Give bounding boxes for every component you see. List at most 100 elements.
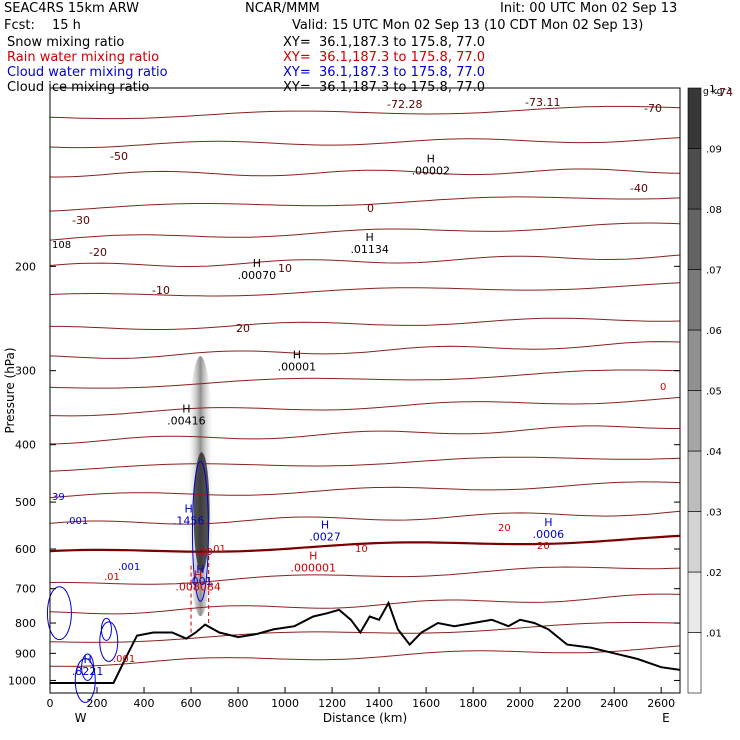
maximum-value: .0006 — [533, 528, 565, 541]
temperature-contour-label: -20 — [89, 246, 107, 259]
colorbar-tick-label: .03 — [706, 508, 722, 519]
misc-contour-label: 20 — [200, 547, 213, 558]
field-xy-cloud-water: XY= 36.1,187.3 to 175.8, 77.0 — [283, 65, 486, 80]
fcst-value: 15 h — [52, 18, 81, 33]
cloud-water-contour — [81, 653, 95, 681]
maximum-marker: H — [196, 563, 204, 576]
terrain-line — [50, 600, 681, 684]
colorbar-tick-label: .08 — [706, 205, 722, 216]
x-tick-label: 2400 — [600, 697, 628, 710]
maximum-marker: H — [321, 518, 329, 531]
isotherm — [49, 341, 681, 359]
misc-contour-label: 20 — [537, 541, 550, 552]
temperature-contour-label: 0 — [367, 202, 374, 215]
x-tick-label: 1600 — [412, 697, 440, 710]
isotherm — [49, 566, 681, 585]
isotherm — [49, 396, 681, 417]
colorbar-segment — [687, 329, 702, 391]
colorbar-tick-label: .06 — [706, 326, 722, 337]
isotherm — [49, 196, 681, 212]
temperature-contour-label: -30 — [72, 214, 90, 227]
isotherm — [49, 622, 681, 643]
snow-plume-core — [193, 452, 210, 573]
y-tick-label: 400 — [15, 439, 36, 452]
misc-contour-label: 10 — [355, 544, 368, 555]
maximum-value: .1456 — [173, 514, 205, 527]
misc-contour-label: .01 — [210, 544, 226, 555]
maximum-marker: H — [293, 349, 301, 362]
isotherm — [49, 282, 681, 297]
misc-contour-label: 39 — [52, 492, 65, 503]
maximum-marker: H — [185, 502, 193, 515]
x-tick-label: 1000 — [271, 697, 299, 710]
plot-frame — [49, 87, 681, 694]
x-axis: 0 200 400 600 800 1000 1200 1400 1600 1800 2000 220… — [47, 687, 675, 725]
temperature-contour-label: -70 — [644, 102, 662, 115]
temperature-contour-label: 10 — [278, 262, 292, 275]
field-name-cloud-water: Cloud water mixing ratio — [7, 65, 168, 80]
maximum-marker: H — [83, 653, 91, 666]
terrain-profile — [46, 460, 681, 703]
isotherm — [49, 137, 681, 149]
misc-contour-label: .001 — [118, 562, 140, 573]
contour-labels: -74 -72.28 -73.11 -70 -50 -40 -30 -20 -10 0 10 20 10… — [52, 86, 733, 678]
y-axis-label: Pressure (hPa) — [3, 347, 17, 433]
y-tick-label: 300 — [15, 365, 36, 378]
x-tick-label: 200 — [87, 697, 108, 710]
x-tick-label: 2600 — [647, 697, 675, 710]
maximum-value: .001 — [188, 575, 213, 588]
colorbar-segment — [687, 208, 702, 270]
colorbar-tick-label: .01 — [706, 629, 722, 640]
isotherm — [49, 593, 681, 615]
temperature-contour-label: 20 — [236, 322, 250, 335]
isotherm — [50, 168, 681, 178]
colorbar-tick-label: .1 — [706, 84, 716, 95]
maximum-marker: H — [194, 569, 202, 582]
temperature-contour-label: -10 — [152, 284, 170, 297]
isotherm — [49, 369, 681, 389]
temperature-contour-label: -40 — [630, 182, 648, 195]
valid-time: Valid: 15 UTC Mon 02 Sep 13 (10 CDT Mon … — [292, 18, 644, 33]
x-tick-label: 800 — [228, 697, 249, 710]
center-title: NCAR/MMM — [245, 1, 320, 16]
fcst-label: Fcst: — [4, 18, 35, 33]
maximum-marker: H — [253, 257, 261, 270]
field-name-rain: Rain water mixing ratio — [7, 50, 160, 65]
y-tick-label: 800 — [15, 617, 36, 630]
colorbar-segment — [687, 450, 702, 512]
temperature-contour-label: -73.11 — [525, 96, 560, 109]
colorbar-segment — [687, 571, 702, 633]
maximum-marker: H — [309, 550, 317, 563]
isotherm — [49, 456, 681, 472]
y-tick-label: 900 — [15, 647, 36, 660]
maximum-value: .0027 — [309, 530, 341, 543]
init-time: Init: 00 UTC Mon 02 Sep 13 — [500, 1, 678, 16]
colorbar-segment — [687, 511, 702, 573]
isotherm — [50, 317, 681, 330]
maximum-value: .00070 — [238, 269, 277, 282]
isotherm — [49, 425, 680, 445]
field-xy-rain: XY= 36.1,187.3 to 175.8, 77.0 — [283, 50, 486, 65]
misc-contour-label: 20 — [498, 523, 511, 534]
colorbar-tick-label: .07 — [706, 266, 722, 277]
plot-border — [49, 87, 681, 694]
x-tick-label: 1200 — [318, 697, 346, 710]
cloud-water-contour — [100, 617, 112, 641]
x-tick-label: 1800 — [459, 697, 487, 710]
maximum-marker: H — [427, 153, 435, 166]
x-axis-label: Distance (km) — [323, 711, 407, 725]
y-tick-label: 1000 — [8, 674, 36, 687]
field-name-snow: Snow mixing ratio — [7, 35, 125, 50]
colorbar-unit: g kg⁻¹ — [703, 87, 731, 97]
colorbar-tick-label: .02 — [706, 568, 722, 579]
x-tick-label: 2200 — [553, 697, 581, 710]
x-tick-label: 2000 — [506, 697, 534, 710]
colorbar-tick-label: .09 — [706, 145, 722, 156]
temperature-contour-label: -74 — [715, 86, 733, 99]
isotherm — [49, 481, 681, 499]
misc-contour-label: .001 — [113, 654, 135, 665]
maximum-value: .8221 — [72, 665, 104, 678]
cloud-water-contour — [99, 621, 119, 662]
